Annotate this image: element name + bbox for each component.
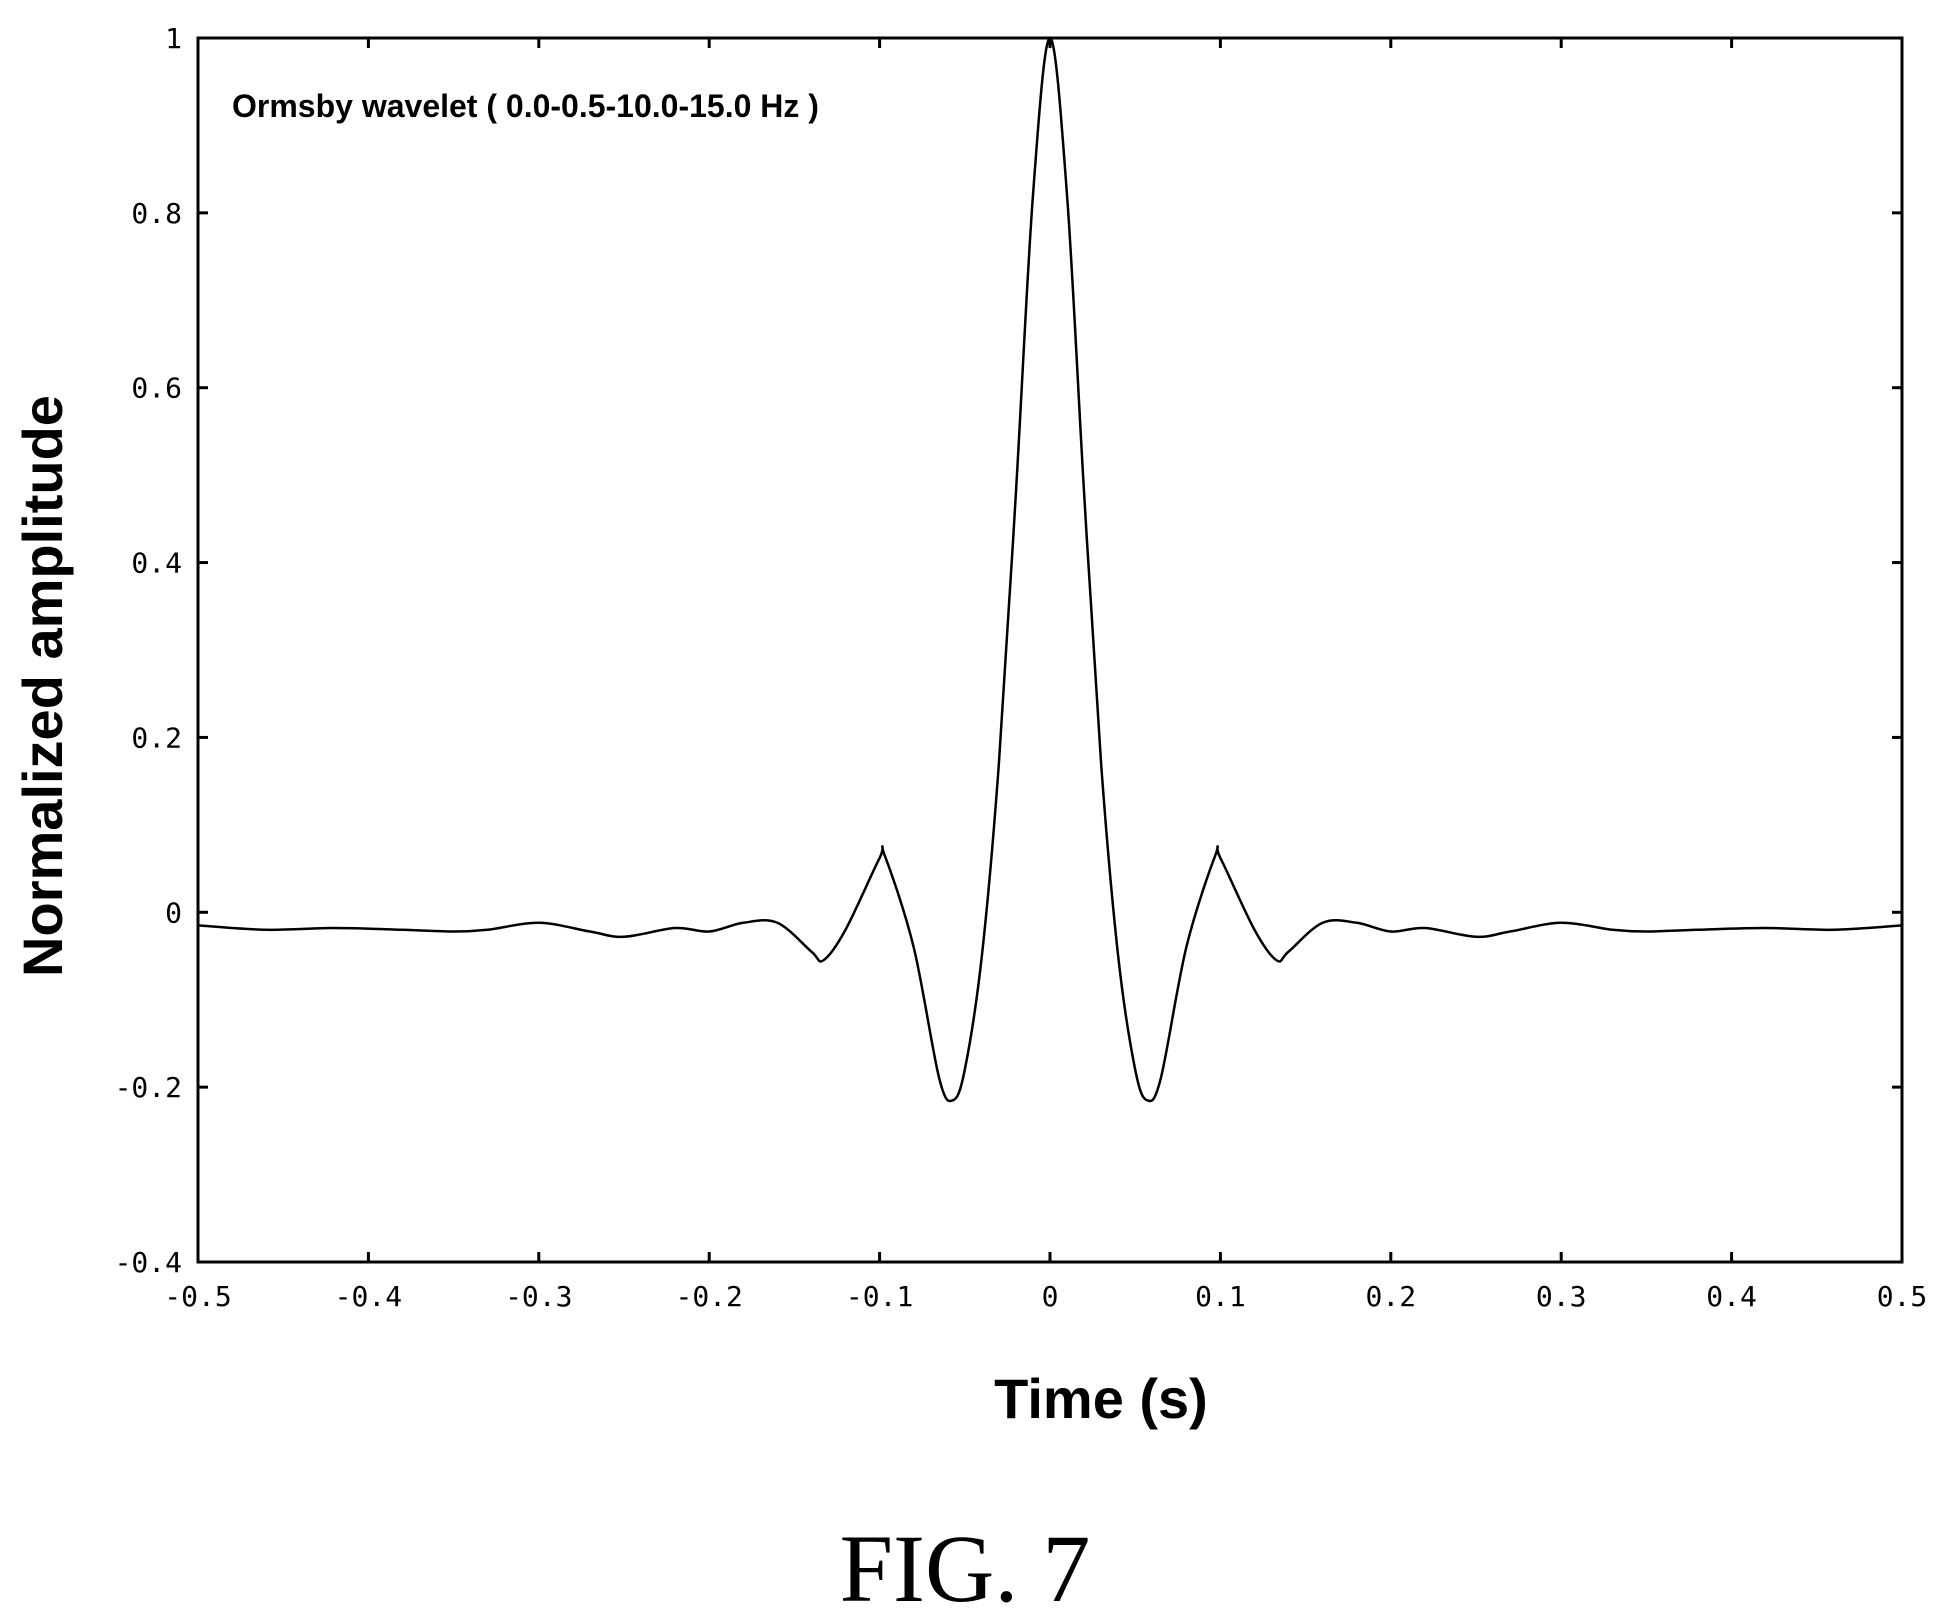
chart-annotation: Ormsby wavelet ( 0.0-0.5-10.0-15.0 Hz ) xyxy=(232,88,819,124)
series-line xyxy=(197,36,1903,1103)
x-tick-label: -0.2 xyxy=(675,1280,742,1313)
x-axis-ticks: -0.5 -0.4 -0.3 -0.2 -0.1 0 0.1 0.2 0.3 0.4 0.5 xyxy=(164,38,1927,1313)
x-tick-label: 0.3 xyxy=(1536,1280,1587,1313)
x-tick-label: -0.3 xyxy=(505,1280,572,1313)
x-tick-label: 0 xyxy=(1042,1280,1059,1313)
figure-caption: FIG. 7 xyxy=(840,1515,1091,1622)
x-tick-label: 0.4 xyxy=(1706,1280,1757,1313)
x-tick-label: -0.1 xyxy=(846,1280,913,1313)
y-tick-label: 0 xyxy=(165,896,182,929)
x-tick-label: 0.2 xyxy=(1366,1280,1417,1313)
y-tick-label: 1 xyxy=(165,22,182,55)
y-tick-label: -0.4 xyxy=(115,1246,182,1279)
y-tick-label: 0.8 xyxy=(131,197,182,230)
y-tick-label: 0.6 xyxy=(131,372,182,405)
x-tick-label: -0.4 xyxy=(335,1280,402,1313)
x-tick-label: 0.5 xyxy=(1877,1280,1928,1313)
plot-frame xyxy=(196,36,1904,1264)
y-axis-ticks: -0.4 -0.2 0 0.2 0.4 0.6 0.8 1 xyxy=(115,22,1902,1279)
y-axis-title: Normalized amplitude xyxy=(11,395,74,977)
y-tick-label: 0.4 xyxy=(131,547,182,580)
y-tick-label: -0.2 xyxy=(115,1071,182,1104)
x-axis-title: Time (s) xyxy=(994,1367,1208,1430)
x-tick-label: 0.1 xyxy=(1195,1280,1246,1313)
x-tick-label: -0.5 xyxy=(164,1280,231,1313)
y-tick-label: 0.2 xyxy=(131,721,182,754)
